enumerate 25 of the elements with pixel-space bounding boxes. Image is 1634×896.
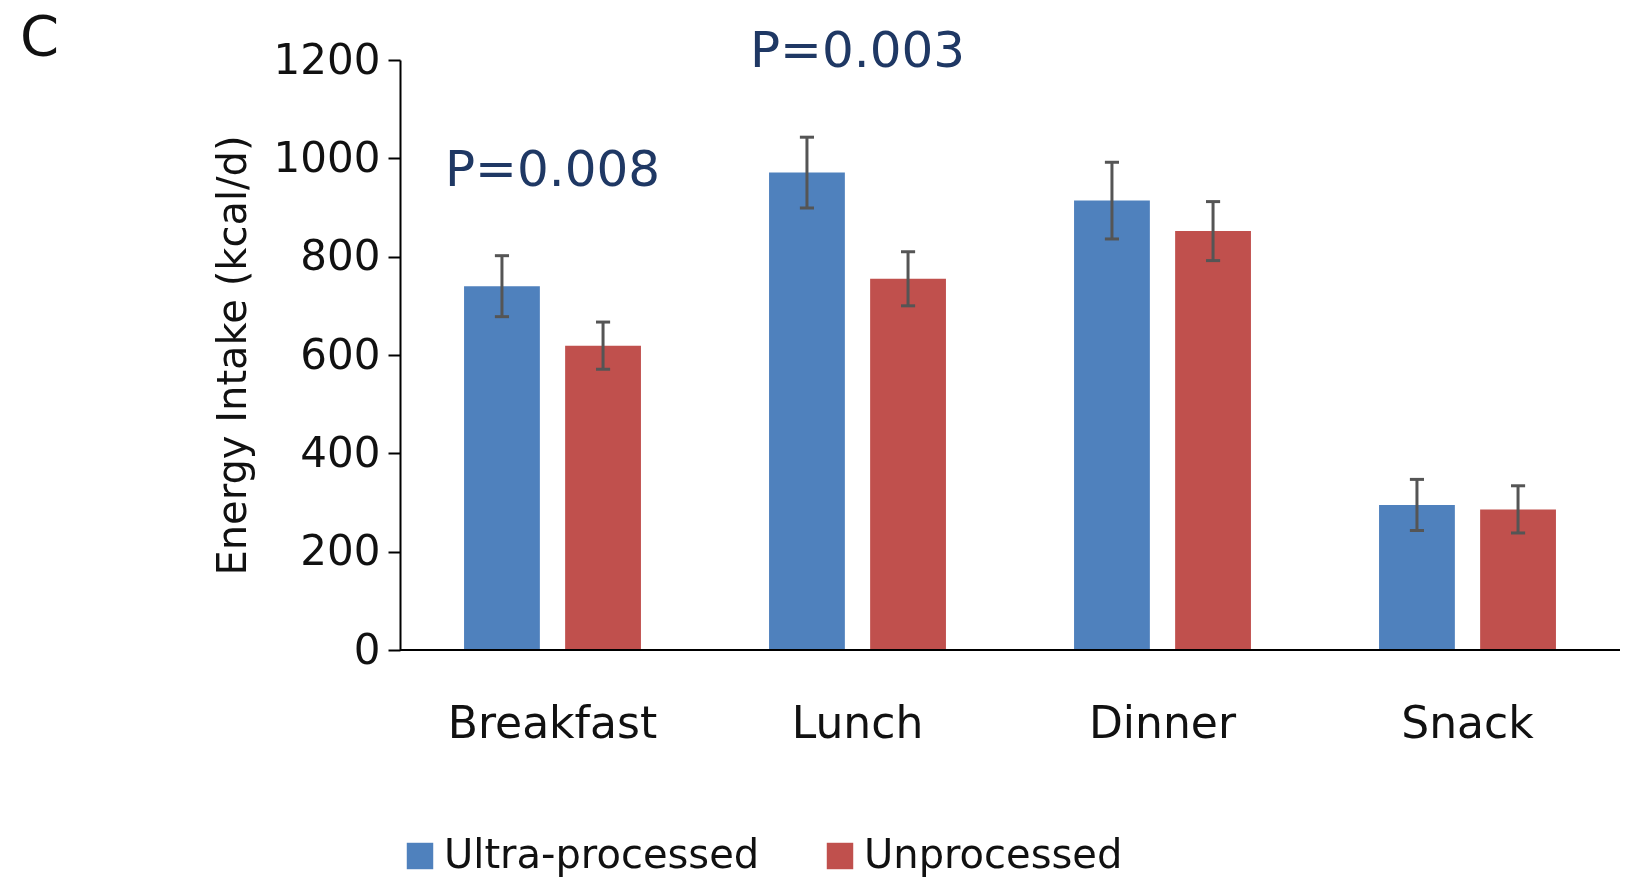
x-tick-label: Lunch bbox=[791, 696, 924, 748]
bar bbox=[769, 172, 845, 650]
bar bbox=[565, 345, 641, 650]
text: C bbox=[20, 3, 60, 69]
bar bbox=[1175, 231, 1251, 650]
bar bbox=[1379, 504, 1455, 650]
bar bbox=[1074, 200, 1150, 650]
y-tick-label: 0 bbox=[353, 624, 381, 674]
y-axis-title: Energy Intake (kcal/d) bbox=[208, 135, 255, 576]
legend-label: Unprocessed bbox=[864, 831, 1123, 877]
y-tick-label: 600 bbox=[300, 329, 381, 379]
bar bbox=[464, 286, 540, 650]
y-tick-label: 1200 bbox=[273, 34, 381, 84]
x-tick-label: Dinner bbox=[1088, 696, 1237, 748]
y-tick-label: 400 bbox=[300, 427, 381, 477]
y-tick-label: 800 bbox=[300, 231, 381, 281]
y-tick-label: 200 bbox=[300, 526, 381, 576]
bar bbox=[1480, 509, 1556, 650]
x-tick-label: Snack bbox=[1401, 696, 1535, 748]
y-tick-label: 1000 bbox=[273, 132, 381, 182]
legend-label: Ultra-processed bbox=[444, 831, 760, 877]
annotation: P=0.003 bbox=[749, 21, 966, 80]
annotation: P=0.008 bbox=[444, 139, 661, 198]
bar bbox=[870, 278, 946, 650]
x-tick-label: Breakfast bbox=[447, 696, 658, 748]
